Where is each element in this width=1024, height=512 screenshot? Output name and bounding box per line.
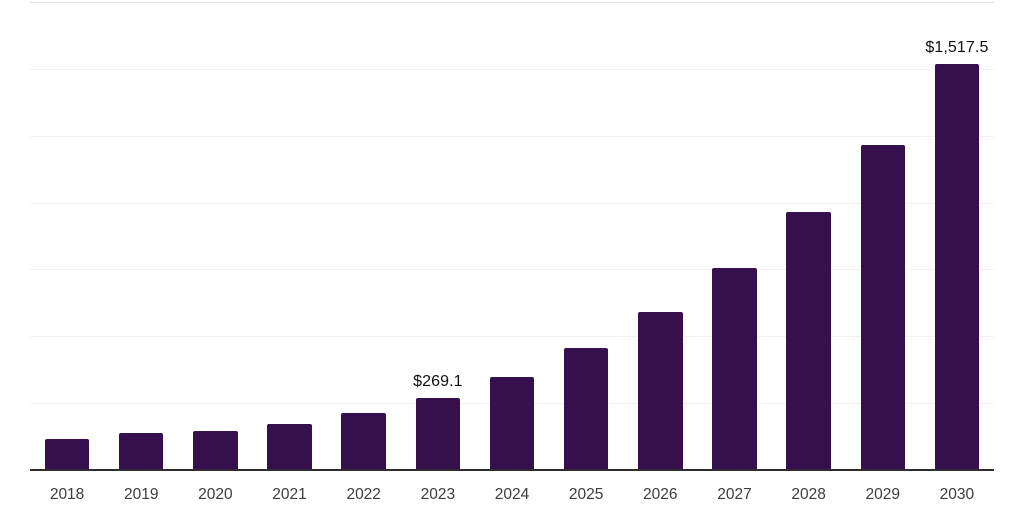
bar-2018 [44,439,90,470]
bar-2029 [860,145,906,470]
x-axis-label-2020: 2020 [198,486,233,503]
x-axis-label-2018: 2018 [49,486,85,503]
x-axis-label-2027: 2027 [717,486,752,503]
x-axis-label-2024: 2024 [494,486,530,503]
bar-value-label-2030: $1,517.5 [925,39,989,57]
x-axis-label-2022: 2022 [346,486,381,503]
bar-2019 [118,433,164,470]
x-axis-label-2021: 2021 [272,486,307,503]
x-axis-label-2026: 2026 [643,486,678,503]
bar-value-label-2023: $269.1 [413,373,463,391]
x-axis-label-2029: 2029 [865,486,901,503]
bar-2026 [638,312,683,470]
bar-2021 [267,423,312,470]
gridline [30,336,994,338]
bar-2030 [934,64,980,470]
x-axis-label-2028: 2028 [791,486,826,503]
x-axis-line [30,469,994,471]
x-axis-label-2023: 2023 [420,486,456,503]
bar-2023 [415,398,461,470]
bar-2020 [193,430,238,470]
gridline [30,202,994,204]
x-axis-label-2025: 2025 [568,486,604,503]
plot-top-border-line [30,2,994,3]
bar-2027 [712,268,757,470]
gridline [30,135,994,137]
bar-2024 [489,377,535,470]
x-axis-label-2030: 2030 [939,486,975,503]
bar-2028 [786,211,831,470]
bar-2025 [563,347,609,470]
gridline [30,269,994,271]
gridline [30,68,994,70]
bar-2022 [341,413,386,470]
x-axis-label-2019: 2019 [123,486,159,503]
